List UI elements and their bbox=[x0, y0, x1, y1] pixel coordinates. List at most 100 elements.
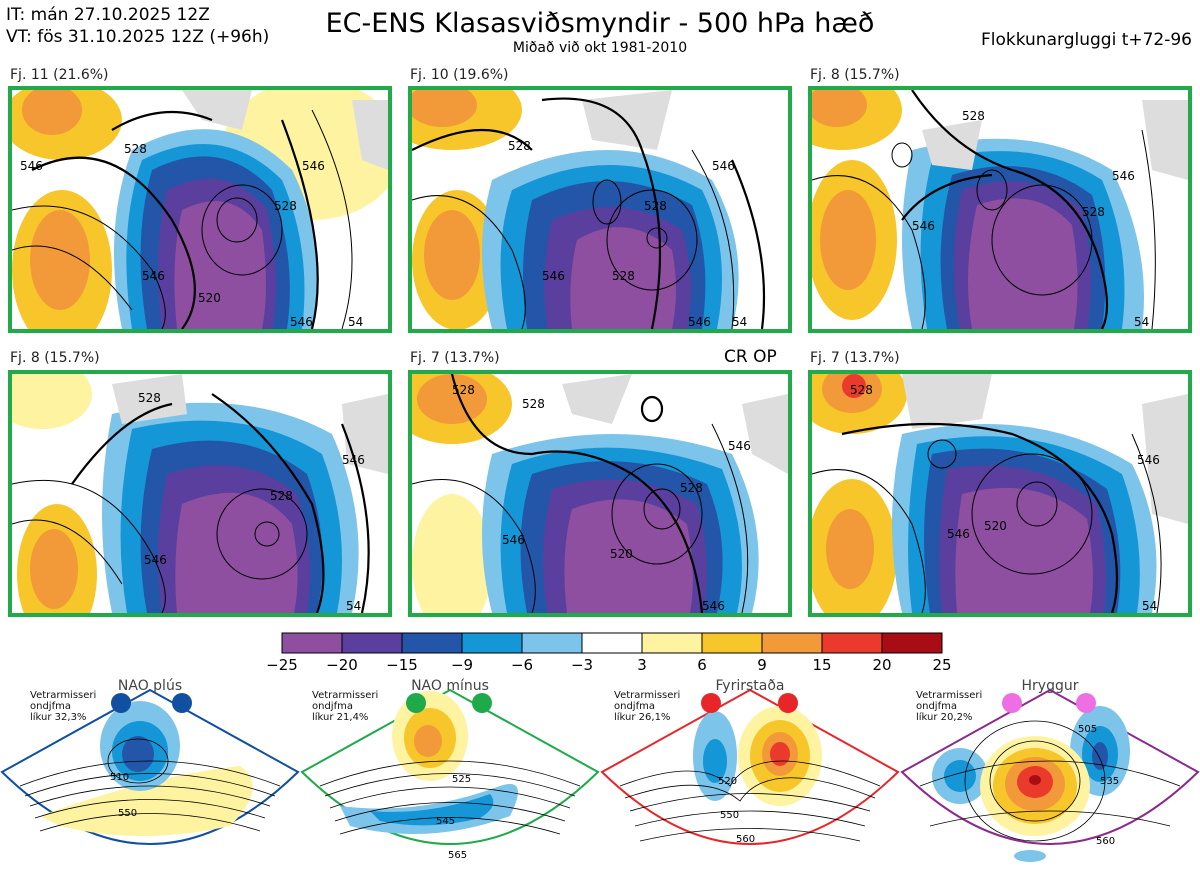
colorbar-swatch bbox=[401, 632, 463, 654]
colorbar-tick-label: −15 bbox=[386, 656, 418, 674]
regime-ridge-svg: 505 535 560 bbox=[900, 688, 1200, 862]
cluster-map-4-svg: 528 546 528 546 54 bbox=[12, 374, 388, 613]
classification-window: Flokkunargluggi t+72-96 bbox=[980, 30, 1192, 50]
colorbar-swatch bbox=[461, 632, 523, 654]
regime-nao-minus-svg: 525 545 565 bbox=[300, 688, 600, 861]
regime-name: NAO mínus bbox=[411, 678, 489, 694]
regime-marker-dot bbox=[172, 693, 192, 713]
contour-label: 525 bbox=[452, 774, 471, 785]
colorbar-tick-label: 6 bbox=[697, 656, 707, 674]
contour-label: 510 bbox=[110, 772, 129, 783]
regime-marker-dot bbox=[778, 693, 798, 713]
colorbar-tick-label: 9 bbox=[757, 656, 767, 674]
contour-label: 528 bbox=[644, 199, 667, 213]
contour-label: 520 bbox=[610, 547, 633, 561]
contour-label: 528 bbox=[680, 481, 703, 495]
contour-label: 546 bbox=[1112, 169, 1135, 183]
cluster-map-3: 528 546 528 546 54 bbox=[808, 86, 1192, 333]
init-time: IT: mán 27.10.2025 12Z bbox=[6, 5, 210, 25]
panel-5-label: Fj. 7 (13.7%) bbox=[410, 350, 500, 366]
contour-label: 54 bbox=[732, 315, 747, 329]
regime-name: NAO plús bbox=[117, 678, 183, 694]
contour-label: 528 bbox=[274, 199, 297, 213]
colorbar-tick-label: −25 bbox=[266, 656, 298, 674]
contour-label: 546 bbox=[142, 269, 165, 283]
regime-marker-dot bbox=[701, 693, 721, 713]
colorbar-swatch bbox=[281, 632, 343, 654]
contour-label: 546 bbox=[20, 159, 43, 173]
regime-note: Vetrarmisseri ondjfma líkur 20,2% bbox=[916, 690, 983, 723]
page-subtitle: Miðað við okt 1981-2010 bbox=[512, 40, 688, 56]
colorbar-tick-label: 20 bbox=[872, 656, 892, 674]
regime-marker-dot bbox=[472, 693, 492, 713]
regime-ridge: 505 535 560 Hryggur Vetrarmisseri ondjfm… bbox=[900, 676, 1200, 871]
regime-nao-plus-svg: 510 550 bbox=[0, 688, 300, 845]
contour-label: 550 bbox=[118, 808, 137, 819]
forecast-times: IT: mán 27.10.2025 12Z VT: fös 31.10.202… bbox=[6, 4, 269, 48]
contour-label: 546 bbox=[912, 219, 935, 233]
contour-label: 54 bbox=[1134, 315, 1149, 329]
colorbar-swatch bbox=[701, 632, 763, 654]
colorbar-swatch bbox=[881, 632, 943, 654]
contour-label: 528 bbox=[508, 139, 531, 153]
cluster-map-6-svg: 528 546 546 520 54 bbox=[812, 374, 1188, 613]
cluster-map-2: 528 546 528 546 528 546 54 bbox=[408, 86, 792, 333]
colorbar-svg bbox=[281, 632, 943, 654]
regime-marker-dot bbox=[1002, 693, 1022, 713]
contour-label: 54 bbox=[346, 599, 361, 613]
contour-label: 528 bbox=[962, 109, 985, 123]
contour-label: 535 bbox=[1100, 776, 1119, 787]
regime-blocking: 520 550 560 Fyrirstaða Vetrarmisseri ond… bbox=[600, 676, 900, 871]
colorbar-tick-label: −6 bbox=[510, 656, 534, 674]
panel-6-label: Fj. 7 (13.7%) bbox=[810, 350, 900, 366]
valid-time: VT: fös 31.10.2025 12Z (+96h) bbox=[6, 27, 270, 47]
regime-marker-dot bbox=[1076, 693, 1096, 713]
panel-3-label: Fj. 8 (15.7%) bbox=[810, 67, 900, 83]
cluster-map-6: 528 546 546 520 54 bbox=[808, 370, 1192, 617]
contour-label: 546 bbox=[542, 269, 565, 283]
contour-label: 528 bbox=[1082, 205, 1105, 219]
panel-1-label: Fj. 11 (21.6%) bbox=[10, 67, 109, 83]
cluster-map-1-svg: 546 528 546 528 546 520 546 54 bbox=[12, 90, 388, 329]
cluster-map-4: 528 546 528 546 54 bbox=[8, 370, 392, 617]
colorbar-tick-label: −9 bbox=[450, 656, 474, 674]
contour-label: 550 bbox=[720, 810, 739, 821]
contour-label: 528 bbox=[452, 383, 475, 397]
contour-label: 565 bbox=[448, 850, 467, 861]
contour-label: 54 bbox=[1142, 599, 1157, 613]
contour-label: 528 bbox=[850, 383, 873, 397]
contour-label: 54 bbox=[348, 315, 363, 329]
contour-label: 560 bbox=[736, 834, 755, 845]
regime-note: Vetrarmisseri ondjfma líkur 26,1% bbox=[614, 690, 681, 723]
contour-label: 520 bbox=[718, 776, 737, 787]
contour-label: 546 bbox=[702, 599, 725, 613]
contour-label: 528 bbox=[522, 397, 545, 411]
regime-blocking-svg: 520 550 560 bbox=[600, 688, 900, 845]
colorbar-swatch bbox=[821, 632, 883, 654]
cluster-map-5-svg: 528 528 546 546 528 520 546 bbox=[412, 374, 788, 613]
contour-label: 505 bbox=[1078, 724, 1097, 735]
colorbar-tick-label: −20 bbox=[326, 656, 358, 674]
contour-label: 546 bbox=[947, 527, 970, 541]
contour-label: 546 bbox=[502, 533, 525, 547]
colorbar bbox=[280, 632, 944, 658]
cluster-map-5: 528 528 546 546 528 520 546 bbox=[408, 370, 792, 617]
regime-note: Vetrarmisseri ondjfma líkur 32,3% bbox=[30, 690, 97, 723]
regime-nao-plus: 510 550 NAO plús Vetrarmisseri ondjfma l… bbox=[0, 676, 300, 871]
contour-label: 528 bbox=[124, 142, 147, 156]
contour-label: 545 bbox=[436, 816, 455, 827]
contour-label: 528 bbox=[138, 391, 161, 405]
contour-label: 546 bbox=[712, 159, 735, 173]
contour-label: 520 bbox=[984, 519, 1007, 533]
contour-label: 546 bbox=[290, 315, 313, 329]
panel-4-label: Fj. 8 (15.7%) bbox=[10, 350, 100, 366]
regime-note: Vetrarmisseri ondjfma líkur 21,4% bbox=[312, 690, 379, 723]
colorbar-swatch bbox=[341, 632, 403, 654]
colorbar-swatch bbox=[581, 632, 643, 654]
panel-2-label: Fj. 10 (19.6%) bbox=[410, 67, 509, 83]
cluster-map-3-svg: 528 546 528 546 54 bbox=[812, 90, 1188, 329]
cluster-map-2-svg: 528 546 528 546 528 546 54 bbox=[412, 90, 788, 329]
regime-nao-minus: 525 545 565 NAO mínus Vetrarmisseri ondj… bbox=[300, 676, 600, 871]
panel-5-tag: CR OP bbox=[724, 347, 777, 367]
contour-label: 560 bbox=[1096, 836, 1115, 847]
